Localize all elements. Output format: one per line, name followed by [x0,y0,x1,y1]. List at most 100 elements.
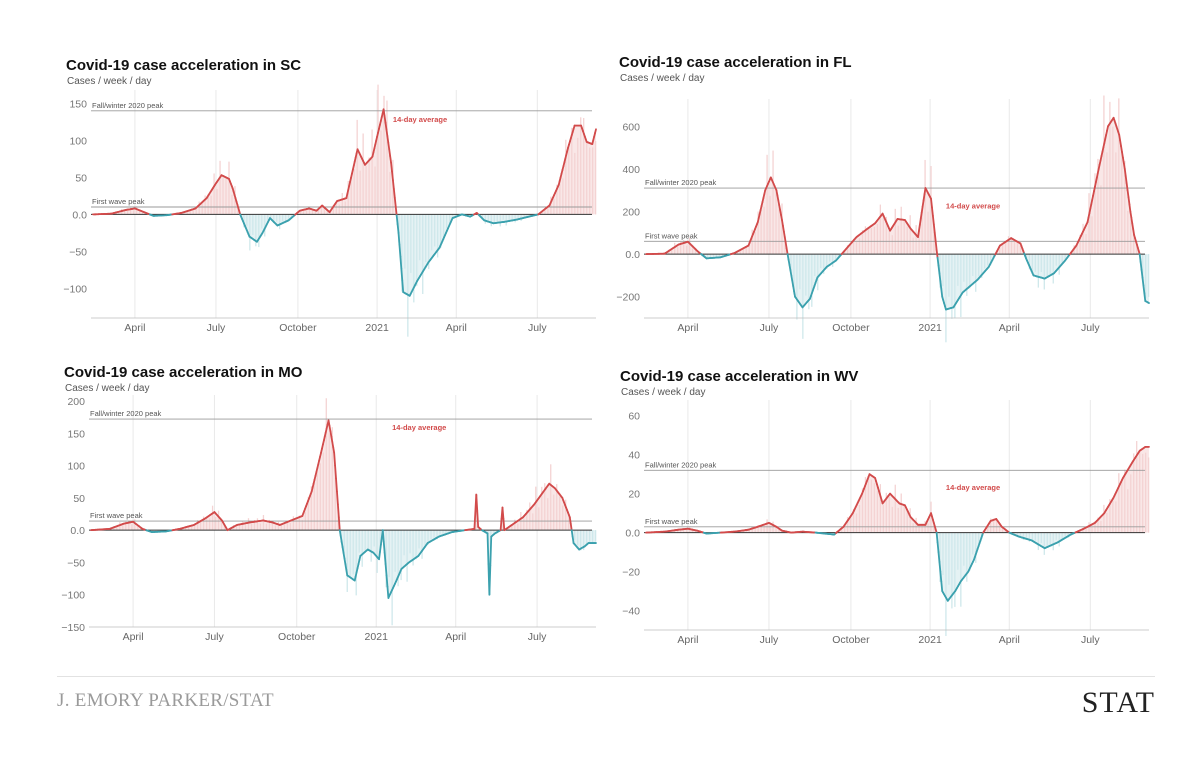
average-line-segment [568,516,572,525]
average-line-segment [342,551,346,560]
average-line-segment [336,490,339,506]
average-line-segment [329,430,333,438]
average-line-segment [1121,150,1124,159]
x-tick-label: July [1081,322,1100,334]
y-tick-label: 150 [69,98,87,110]
average-line-segment [1139,261,1143,271]
chart-title: Covid-19 case acceleration in SC [66,57,301,74]
x-tick-label: October [832,634,870,646]
chart-panel-0: Covid-19 case acceleration in SC Cases / … [63,57,597,337]
average-line-segment [782,230,786,238]
footer-divider [57,676,1155,677]
chart-title: Covid-19 case acceleration in FL [619,54,852,71]
y-tick-label: 60 [628,411,640,423]
y-tick-label: 20 [628,489,640,501]
average-line-segment [383,551,387,565]
average-line-segment [1125,182,1129,192]
average-line-segment [499,517,503,532]
y-tick-label: −150 [61,622,85,634]
average-line-segment [341,546,345,554]
reference-label: Fall/winter 2020 peak [645,178,717,187]
average-line-segment [330,435,334,443]
average-line-segment [594,128,597,134]
average-line-segment [787,258,791,266]
stat-logo: STAT [1081,686,1155,719]
average-line-segment [935,248,939,259]
x-tick-label: April [446,322,467,334]
average-line-segment [382,540,386,554]
average-line-segment [1119,139,1122,148]
average-line-segment [386,135,390,144]
average-line-segment [1126,189,1130,199]
average-line-segment [380,536,383,546]
average-line-segment [339,534,343,543]
average-line-segment [399,255,403,270]
average-line-segment [327,419,331,427]
average-line-segment [396,223,400,234]
x-tick-label: April [999,634,1020,646]
average-line-segment [939,280,943,290]
average-line-segment [793,290,796,298]
average-line-segment [345,568,349,577]
y-tick-label: −40 [622,606,640,618]
average-line-segment [1127,196,1131,206]
average-line-segment [781,219,784,227]
positive-area [646,446,1149,533]
y-tick-label: 0.0 [625,249,640,261]
average-line-segment [786,253,790,261]
x-tick-label: 2021 [918,322,942,334]
y-axis-label: Cases / week / day [65,383,149,394]
y-tick-label: −50 [67,557,85,569]
average-line-segment [931,214,935,226]
average-line-segment [939,570,943,583]
average-line-segment [1132,228,1135,236]
average-line-segment [337,516,341,532]
x-tick-label: July [760,322,779,334]
average-line-segment [920,205,924,214]
average-line-segment [1122,162,1126,170]
reference-label: First wave peak [92,197,145,206]
average-line-segment [933,231,937,243]
y-tick-label: 100 [67,461,85,473]
average-label: 14-day average [393,115,447,124]
average-line-segment [1140,268,1144,279]
average-line-segment [389,155,392,164]
average-line-segment [1141,276,1145,287]
average-line-segment [384,121,388,131]
x-tick-label: April [677,322,698,334]
y-tick-label: −100 [61,590,85,602]
y-tick-label: 150 [67,428,85,440]
y-tick-label: 200 [622,207,640,219]
y-tick-label: 50 [75,172,87,184]
average-line-segment [917,230,920,238]
average-line-segment [1129,210,1133,219]
average-line-segment [934,240,938,251]
average-line-segment [333,451,336,467]
average-line-segment [1124,175,1128,185]
positive-area [91,420,596,531]
average-line-segment [782,224,785,233]
y-tick-label: 50 [73,493,85,505]
average-line-segment [382,108,386,117]
average-line-segment [381,529,385,543]
average-line-segment [385,128,389,137]
reference-label: First wave peak [645,231,698,240]
average-line-segment [388,148,392,157]
average-line-segment [1120,145,1123,153]
average-line-segment [332,446,336,454]
average-line-segment [1130,216,1134,225]
average-line-segment [383,115,387,124]
average-line-segment [398,243,402,258]
photo-credit: J. EMORY PARKER/STAT [57,690,274,711]
average-line-segment [486,532,490,565]
average-line-segment [476,509,480,528]
average-line-segment [385,574,389,588]
average-line-segment [340,540,344,548]
y-tick-label: 0.0 [70,525,85,537]
average-line-segment [1123,167,1127,177]
average-line-segment [379,543,382,553]
average-line-segment [792,285,796,293]
reference-label: Fall/winter 2020 peak [92,101,164,110]
x-tick-label: April [999,322,1020,334]
